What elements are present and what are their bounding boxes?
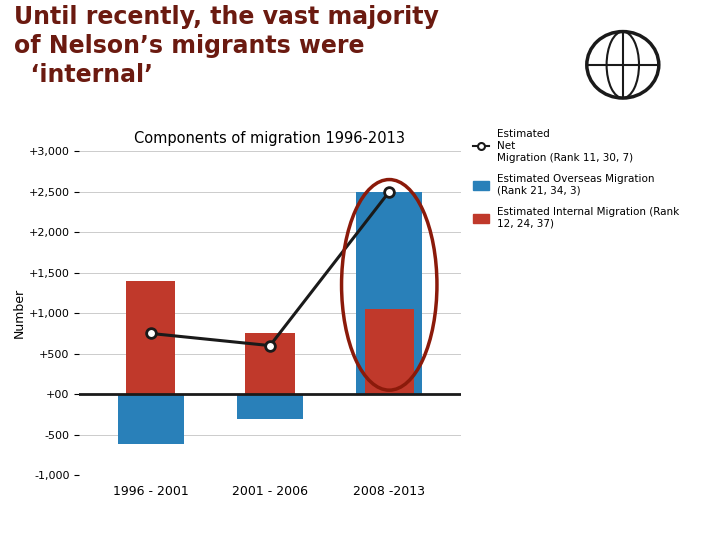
Bar [356, 192, 422, 394]
Bar [246, 333, 294, 394]
Bar [237, 394, 303, 418]
Bar [126, 281, 176, 394]
Legend: Estimated
Net
Migration (Rank 11, 30, 7), Estimated Overseas Migration
(Rank 21,: Estimated Net Migration (Rank 11, 30, 7)… [473, 130, 680, 229]
Text: 20: 20 [677, 522, 691, 531]
Text: Until recently, the vast majority
of Nelson’s migrants were
  ‘internal’: Until recently, the vast majority of Nel… [14, 5, 439, 87]
Text: NATALIE JACKSON DEMOGRAPHICS LTD: NATALIE JACKSON DEMOGRAPHICS LTD [265, 522, 455, 531]
Bar [118, 394, 184, 444]
Y-axis label: Number: Number [13, 288, 26, 338]
Title: Components of migration 1996-2013: Components of migration 1996-2013 [135, 131, 405, 146]
Bar [364, 309, 414, 394]
